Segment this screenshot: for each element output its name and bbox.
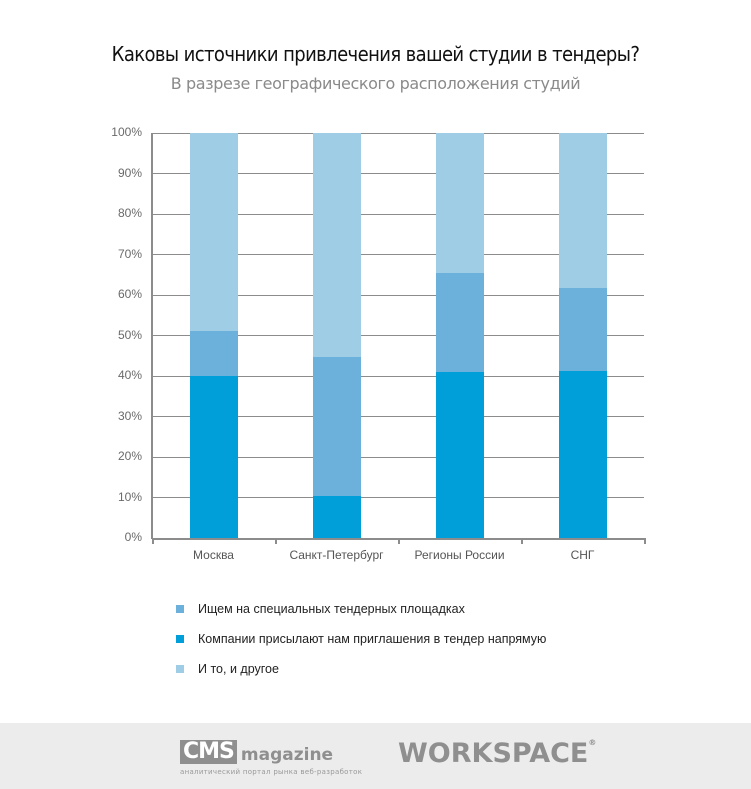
y-tick-label: 40% [117, 368, 142, 382]
bar-segment [189, 330, 238, 376]
y-tick-label: 10% [117, 489, 142, 504]
workspace-logo: WORKSPACE® [398, 738, 596, 769]
gridline [152, 132, 644, 134]
x-axis-label: Санкт-Петербург [289, 548, 384, 562]
gridline [152, 456, 644, 458]
bar-segment [435, 273, 484, 372]
y-tick-label: 50% [117, 327, 142, 342]
y-tick-label: 90% [117, 165, 142, 180]
gridline [152, 213, 644, 215]
x-tick-mark [275, 538, 277, 544]
footer-banner [0, 723, 751, 789]
bar-segment [189, 133, 238, 331]
gridline [152, 335, 644, 336]
bar-segment [558, 370, 607, 538]
stacked-bar-chart: 0% 10% 20% 30% 40% 50% 60% 70% 80% 90% 100% Москва С… [111, 125, 646, 562]
page-title: Каковы источники привлечения вашей студи… [111, 42, 640, 66]
legend-label: Ищем на специальных тендерных площадках [198, 602, 465, 616]
bar-0 [189, 133, 238, 538]
bar-1 [312, 133, 361, 538]
x-tick-mark [521, 538, 523, 544]
legend-label: И то, и другое [198, 662, 279, 676]
bar-segment [312, 133, 361, 357]
gridline [152, 375, 644, 377]
gridline [152, 497, 644, 498]
gridline [152, 294, 644, 296]
workspace-logo-text: WORKSPACE [398, 738, 589, 769]
y-tick-label: 30% [117, 408, 142, 423]
legend-swatch-icon [176, 635, 184, 643]
bar-segment [312, 356, 361, 497]
gridline [152, 416, 644, 417]
y-tick-label: 0% [124, 530, 142, 544]
y-tick-label: 100% [111, 125, 142, 139]
x-tick-mark [644, 538, 646, 544]
bar-segment [189, 376, 238, 538]
cms-logo-word: magazine [240, 745, 334, 765]
bar-3 [558, 133, 607, 538]
y-tick-label: 20% [117, 449, 142, 463]
gridline [152, 173, 644, 174]
x-axis-label: Москва [193, 548, 234, 562]
x-tick-mark [398, 538, 400, 544]
legend-swatch-icon [176, 665, 184, 673]
legend-swatch-icon [176, 605, 184, 613]
bar-2 [435, 133, 484, 538]
y-tick-label: 80% [117, 206, 142, 220]
registered-mark-icon: ® [588, 738, 597, 747]
x-tick-mark [152, 538, 154, 544]
bar-segment [558, 133, 607, 288]
legend-item-platforms: Ищем на специальных тендерных площадках [176, 594, 546, 624]
y-axis [151, 133, 153, 539]
page-subtitle: В разрезе географического расположения с… [170, 74, 581, 93]
legend-label: Компании присылают нам приглашения в тен… [198, 632, 547, 646]
legend-item-both: И то, и другое [176, 654, 546, 684]
x-axis-label: Регионы России [414, 548, 505, 562]
bar-segment [558, 287, 607, 371]
y-tick-label: 70% [117, 246, 142, 261]
bar-segment [312, 496, 361, 538]
gridline [152, 254, 644, 255]
chart-legend: Ищем на специальных тендерных площадках … [176, 594, 546, 684]
cms-magazine-logo: CMS magazine [180, 740, 333, 764]
bar-segment [435, 371, 484, 538]
cms-logo-mark: CMS [180, 740, 237, 764]
x-axis-label: СНГ [570, 548, 595, 562]
y-tick-label: 60% [117, 287, 142, 301]
bar-segment [435, 133, 484, 274]
legend-item-direct: Компании присылают нам приглашения в тен… [176, 624, 546, 654]
cms-tagline: аналитический портал рынка веб-разработо… [180, 768, 363, 776]
